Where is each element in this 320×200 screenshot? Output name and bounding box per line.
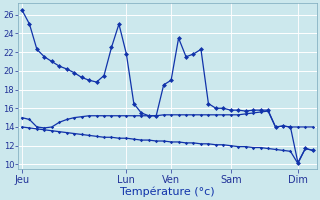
X-axis label: Température (°c): Température (°c) — [120, 186, 215, 197]
